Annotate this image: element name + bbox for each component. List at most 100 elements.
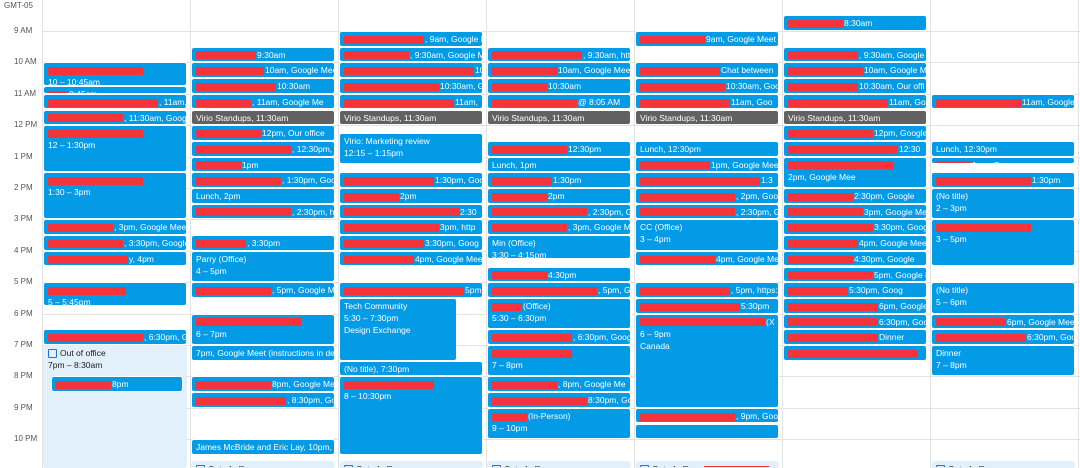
calendar-event[interactable]: Out of office (783, 345, 927, 361)
calendar-event[interactable]: , 2pm, Goo (635, 188, 779, 204)
calendar-event[interactable]: 8:30pm, Goo (487, 392, 631, 408)
calendar-event[interactable]: 6pm, Google Mee (783, 297, 927, 314)
calendar-event[interactable]: 3:30pm, Google M (783, 219, 927, 236)
calendar-event[interactable]: 9am, Google Meet (635, 31, 779, 47)
calendar-event[interactable]: , 9am, Google M (339, 31, 483, 47)
calendar-event[interactable]: 4pm, Google Mee (783, 235, 927, 251)
calendar-event[interactable]: , 9:30am, Google M (339, 46, 483, 63)
calendar-event[interactable]: 5:30pm, Goog (783, 282, 927, 298)
calendar-event[interactable]: , 8pm, Google Me (487, 376, 631, 393)
calendar-event[interactable]: , 2:30pm, Go (487, 203, 631, 220)
calendar-event[interactable]: 3pm, http (339, 219, 483, 236)
calendar-event[interactable]: Tech Community 5:30 – 7:30pm Design Exchan… (339, 297, 457, 361)
calendar-event[interactable]: 10:30am, Google M (339, 78, 483, 94)
calendar-event[interactable]: 12pm, Google (783, 125, 927, 141)
calendar-event[interactable]: 10:30am (191, 78, 335, 94)
calendar-event[interactable]: , 3:30pm, Google Mee (43, 235, 187, 251)
calendar-event[interactable]: (No title) 2 – 3pm (931, 188, 1075, 220)
calendar-event[interactable]: 10am, Google Me (783, 62, 927, 79)
calendar-event[interactable]: 4:30pm, Google (783, 250, 927, 267)
calendar-event[interactable]: 8pm (51, 376, 183, 393)
calendar-event[interactable]: 4pm, Google Mee (635, 250, 779, 267)
calendar-event[interactable]: 10:30am, Goo (635, 78, 779, 94)
calendar-event[interactable]: 0:45am (43, 85, 187, 94)
calendar-event[interactable]: 5pm, Google Mee (783, 266, 927, 283)
calendar-event[interactable]: , 6:30pm, G (43, 329, 187, 345)
calendar-event[interactable]: , 2:30pm, htt (191, 203, 335, 220)
calendar-event[interactable]: 12 – 1:30pm (43, 125, 187, 173)
calendar-event[interactable]: (No title) 5 – 6pm (931, 282, 1075, 314)
calendar-event[interactable]: Chat between (635, 62, 779, 79)
calendar-event[interactable]: 11am, Goog (783, 93, 927, 110)
calendar-event[interactable]: CC (Office) 3 – 4pm (635, 219, 779, 251)
calendar-event[interactable]: 8:30am (783, 15, 927, 31)
calendar-event[interactable]: Min (Office) 3:30 – 4:15pm (487, 235, 631, 259)
calendar-event[interactable]: 12pm, Our office (191, 125, 335, 141)
calendar-event[interactable]: 5 – 5:45pm (43, 282, 187, 306)
calendar-event[interactable]: 2pm (339, 188, 483, 204)
calendar-event[interactable]: , 3:30pm (191, 235, 335, 251)
calendar-event[interactable]: (X 6 – 9pm Canada (635, 313, 779, 408)
calendar-event[interactable]: 7pm, Google Meet (instructions in de (191, 345, 335, 361)
calendar-event[interactable]: 11am, (339, 93, 483, 110)
calendar-event[interactable]: 1:30 – 3pm (43, 172, 187, 220)
calendar-event[interactable]: 10am, Google Meet (191, 62, 335, 79)
calendar-event[interactable]: , 5pm, https:/ (635, 282, 779, 298)
calendar-event[interactable]: 2pm (487, 188, 631, 204)
calendar-event[interactable]: Parry (Office) 4 – 5pm (191, 250, 335, 283)
calendar-event[interactable]: 6:30pm, Goog (931, 329, 1075, 345)
calendar-event[interactable]: 2pm, Google Mee (783, 156, 927, 188)
calendar-event[interactable]: , 11:30am, Google (43, 109, 187, 126)
calendar-event[interactable]: 1pm (191, 156, 335, 173)
calendar-event[interactable]: , 5pm, Go (487, 282, 631, 298)
calendar-event[interactable]: , 9:30am, htt (487, 46, 631, 63)
calendar-event[interactable]: 11am, Goo (635, 93, 779, 110)
calendar-event[interactable]: Out of office (931, 461, 1075, 468)
calendar-event[interactable]: 9:30am (191, 46, 335, 63)
calendar-event[interactable]: 6:30pm, Goog (783, 313, 927, 330)
calendar-event[interactable]: (Office) 5:30 – 6:30pm (487, 297, 631, 330)
calendar-event[interactable]: Lunch, 2pm (191, 188, 335, 204)
calendar-event[interactable]: , 12:30pm, Goog (191, 140, 335, 157)
calendar-event[interactable]: Dinner 7 – 8pm (931, 345, 1075, 377)
calendar-event[interactable]: y, 4pm (43, 250, 187, 267)
calendar-event[interactable]: Virio Standups, 11:30am (487, 109, 631, 126)
calendar-event[interactable]: Lunch, 12:30pm (635, 140, 779, 157)
calendar-event[interactable]: 12:30pm (487, 140, 631, 157)
calendar-event[interactable]: Lunch, 1pm (487, 156, 631, 173)
calendar-event[interactable]: James McBride and Eric Lay, 10pm, (191, 439, 335, 455)
calendar-event[interactable]: 10:30am (487, 78, 631, 94)
calendar-event[interactable]: 2:30 (339, 203, 483, 220)
calendar-event[interactable]: Out of office (191, 461, 335, 468)
calendar-event[interactable]: Lunch, 12:30pm (931, 140, 1075, 157)
calendar-event[interactable]: 9:30 – 10:30pm (635, 423, 779, 440)
calendar-event[interactable]: 5pm (339, 282, 483, 298)
calendar-event[interactable]: 4pm, Google Mee (339, 250, 483, 267)
calendar-event[interactable]: 1:3 (635, 172, 779, 188)
calendar-event[interactable]: 8pm, Google Mee (191, 376, 335, 393)
calendar-event[interactable]: 5:30pm (635, 297, 779, 314)
calendar-event[interactable]: , 6:30pm, Goog (487, 329, 631, 345)
calendar-event[interactable]: Virio: Marketing review 12:15 – 1:15pm (339, 133, 483, 165)
calendar-event[interactable]: 10am, Google Mee (487, 62, 631, 79)
calendar-event[interactable]: , 11am, Goog (43, 93, 187, 110)
calendar-event[interactable]: 11am, Google Me (931, 93, 1075, 110)
calendar-event[interactable]: 1:30pm, Goog (339, 172, 483, 188)
calendar-event[interactable]: , 9pm, Goog (635, 407, 779, 424)
calendar-event[interactable]: 3:30pm, Goog (339, 235, 483, 251)
calendar-event[interactable]: 2:30pm, Google (783, 188, 927, 204)
calendar-event[interactable]: 10am (339, 62, 483, 79)
calendar-event[interactable]: 8 – 10:30pm (339, 376, 483, 455)
calendar-event[interactable]: 3 – 5pm (931, 219, 1075, 267)
calendar-event[interactable]: , 9:30am, Google M (783, 46, 927, 63)
calendar-event[interactable]: Virio Standups, 11:30am (191, 109, 335, 126)
calendar-event[interactable]: 1pm, Goo (931, 156, 1075, 165)
calendar-event[interactable]: 1:30pm (487, 172, 631, 188)
calendar-event[interactable]: 10:30am, Our offi (783, 78, 927, 94)
calendar-event[interactable]: , 3pm, Google Meet (43, 219, 187, 236)
calendar-event[interactable]: , 8:30pm, Goo (191, 392, 335, 408)
calendar-event[interactable]: , 11am, Google Me (191, 93, 335, 110)
calendar-event[interactable]: , 3pm, Google Me (487, 219, 631, 236)
calendar-event[interactable]: 12:30 (783, 140, 927, 157)
calendar-event[interactable]: , 1:30pm, Goog (191, 172, 335, 188)
